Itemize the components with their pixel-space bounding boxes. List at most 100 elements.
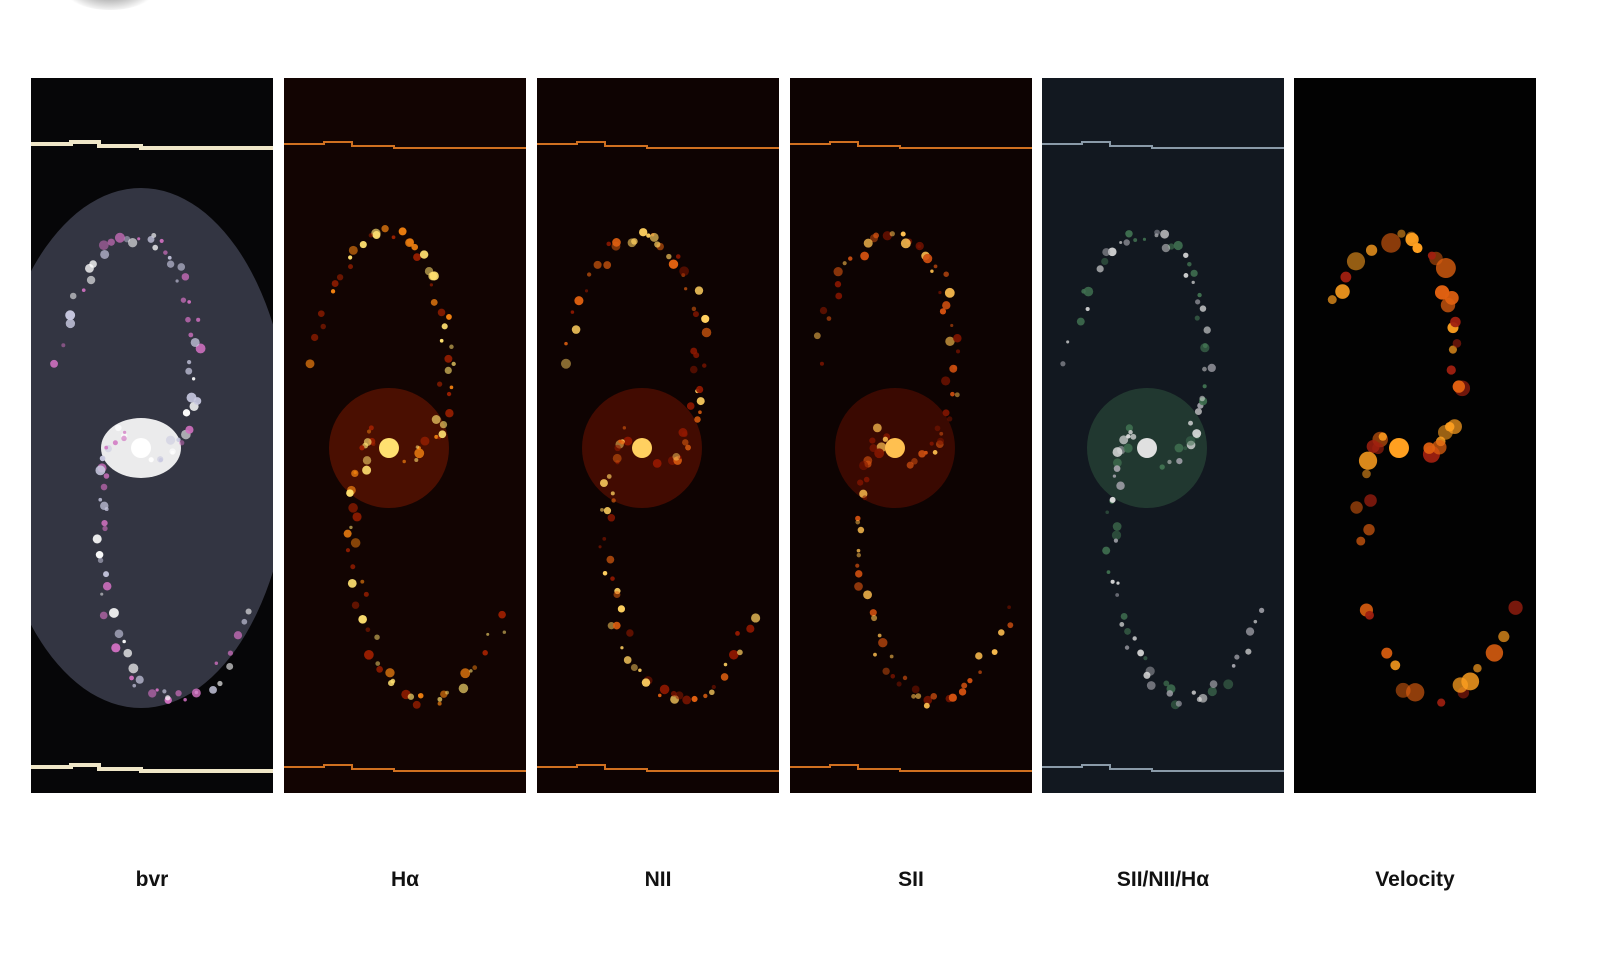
galaxy-nucleus xyxy=(1137,438,1157,458)
emission-knot xyxy=(343,529,352,538)
emission-knot xyxy=(668,259,679,269)
galaxy-nucleus xyxy=(632,438,652,458)
emission-knot xyxy=(620,440,625,445)
emission-knot xyxy=(598,545,602,549)
emission-knot xyxy=(1437,698,1446,707)
emission-knot xyxy=(1450,316,1461,328)
emission-knot xyxy=(348,503,358,513)
emission-knot xyxy=(353,470,357,475)
emission-knot xyxy=(930,269,934,273)
emission-knot xyxy=(1209,680,1218,688)
emission-knot xyxy=(617,605,626,613)
emission-knot xyxy=(630,664,638,672)
emission-knot xyxy=(61,343,66,348)
emission-knot xyxy=(424,267,434,276)
emission-knot xyxy=(1113,458,1122,468)
emission-knot xyxy=(163,250,168,255)
emission-knot xyxy=(690,347,698,355)
emission-knot xyxy=(1452,380,1465,393)
emission-knot xyxy=(1245,627,1255,636)
emission-knot xyxy=(614,444,621,452)
emission-knot xyxy=(103,571,110,578)
emission-knot xyxy=(873,232,879,239)
emission-knot xyxy=(1123,239,1130,246)
emission-knot xyxy=(684,287,688,291)
emission-knot xyxy=(606,555,615,564)
emission-knot xyxy=(599,479,608,488)
emission-knot xyxy=(1195,299,1201,305)
emission-knot xyxy=(890,674,896,679)
emission-knot xyxy=(190,337,200,348)
emission-knot xyxy=(1142,237,1147,241)
emission-knot xyxy=(939,308,947,315)
emission-knot xyxy=(1106,570,1111,575)
emission-knot xyxy=(652,458,662,468)
emission-knot xyxy=(1083,286,1094,297)
emission-knot xyxy=(607,514,616,522)
galaxy-image xyxy=(284,141,526,772)
emission-knot xyxy=(639,228,648,237)
emission-knot xyxy=(682,695,692,705)
emission-knot xyxy=(1203,326,1211,334)
emission-knot xyxy=(1202,366,1207,372)
emission-knot xyxy=(1191,690,1196,695)
emission-knot xyxy=(182,409,191,417)
emission-knot xyxy=(366,429,372,434)
emission-knot xyxy=(177,263,186,271)
emission-knot xyxy=(226,663,234,670)
emission-knot xyxy=(698,410,702,415)
emission-knot xyxy=(122,639,126,644)
emission-knot xyxy=(862,495,868,501)
emission-knot xyxy=(938,290,942,295)
emission-knot xyxy=(502,630,507,634)
panel-label: bvr xyxy=(135,868,169,891)
panel-label: SII/NII/Hα xyxy=(1116,868,1210,891)
emission-knot xyxy=(602,536,607,541)
emission-knot xyxy=(458,683,469,694)
emission-knot xyxy=(1231,664,1236,668)
emission-knot xyxy=(1485,644,1504,662)
emission-knot xyxy=(1119,622,1125,627)
emission-knot xyxy=(196,317,201,322)
decorative-shadow xyxy=(60,0,160,10)
detector-edge-line xyxy=(284,141,526,149)
emission-knot xyxy=(186,359,192,365)
emission-knot xyxy=(950,391,955,397)
emission-knot xyxy=(1146,681,1156,690)
emission-knot xyxy=(214,661,219,665)
emission-knot xyxy=(720,673,729,681)
emission-knot xyxy=(857,479,864,486)
emission-knot xyxy=(1196,696,1202,702)
emission-knot xyxy=(711,684,716,690)
emission-knot xyxy=(649,232,659,242)
emission-knot xyxy=(670,690,677,697)
emission-knot xyxy=(691,306,697,312)
emission-knot xyxy=(1448,345,1457,354)
emission-knot xyxy=(623,436,633,446)
emission-knot xyxy=(420,436,430,446)
emission-knot xyxy=(1101,257,1109,266)
emission-knot xyxy=(176,437,181,442)
emission-knot xyxy=(1085,306,1090,312)
emission-knot xyxy=(1207,686,1217,697)
emission-knot xyxy=(610,576,615,581)
emission-knot xyxy=(1362,469,1371,479)
emission-knot xyxy=(1112,474,1117,478)
emission-knot xyxy=(69,292,77,300)
emission-knot xyxy=(1427,251,1436,260)
emission-knot xyxy=(694,286,704,295)
emission-knot xyxy=(1350,501,1363,514)
emission-knot xyxy=(1358,451,1378,470)
emission-knot xyxy=(975,652,983,660)
emission-knot xyxy=(186,392,197,403)
emission-knot xyxy=(439,420,448,429)
emission-knot xyxy=(444,354,453,363)
emission-knot xyxy=(681,431,688,437)
emission-knot xyxy=(1116,481,1125,491)
galaxy-nucleus xyxy=(131,438,151,458)
emission-knot xyxy=(390,678,396,684)
emission-knot xyxy=(835,292,843,300)
emission-knot xyxy=(1167,459,1172,465)
emission-knot xyxy=(175,279,179,283)
emission-knot xyxy=(1434,285,1450,300)
